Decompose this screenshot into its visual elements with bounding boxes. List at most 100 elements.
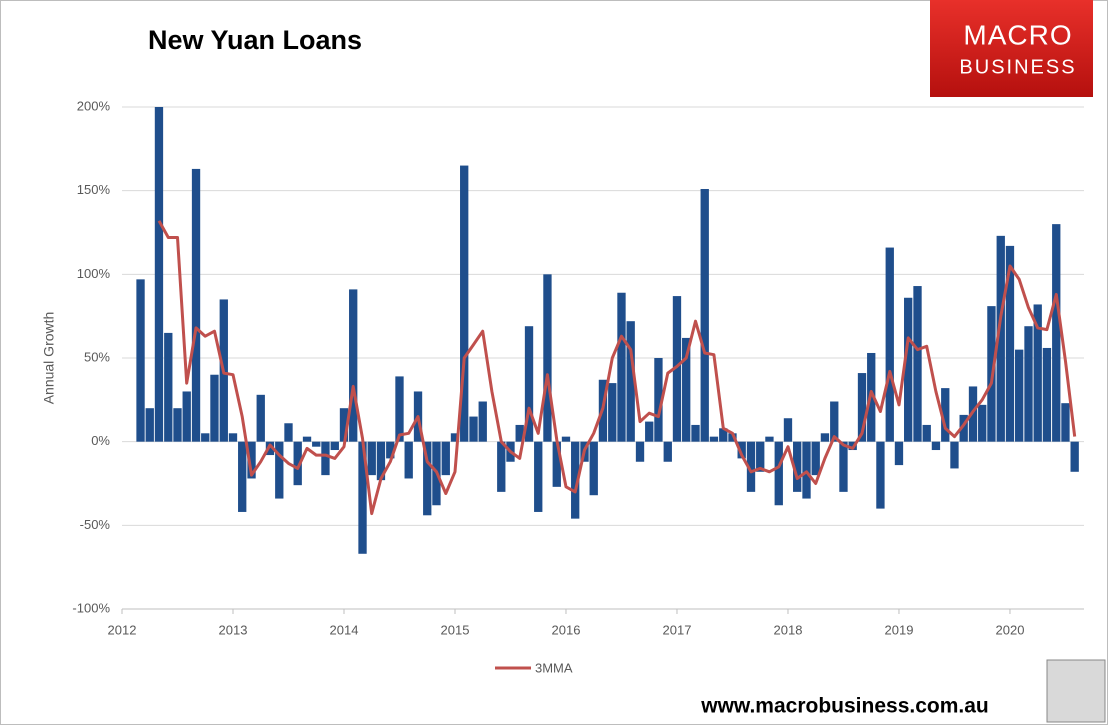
bar [922,424,931,442]
bar [136,279,145,442]
bar [626,321,635,442]
bar [672,296,682,442]
bar [376,441,386,481]
bar [330,441,339,451]
bar [811,441,820,476]
bar [1042,347,1052,442]
bar [700,188,709,442]
bar [339,408,349,442]
bar [876,441,885,509]
bar [469,416,478,442]
bar [321,441,330,476]
bar [210,374,219,442]
bar [978,404,987,442]
bar [589,441,598,496]
bar [728,433,737,442]
source: www.macrobusiness.com.au [700,695,988,718]
bar [423,441,432,516]
bar [682,337,691,442]
bar [904,297,913,442]
logo-text: MACRO [963,19,1072,50]
bar [478,401,487,442]
bar [543,274,552,442]
bar [663,441,672,462]
bar [913,286,922,442]
bar [931,441,941,451]
bar [857,373,867,442]
y-tick-label: 200% [77,98,111,113]
bar [302,436,312,442]
bar [284,423,293,442]
bar [1070,441,1079,472]
bar [765,436,774,442]
bar [830,401,839,442]
x-tick-label: 2012 [108,622,137,637]
y-tick-label: -50% [80,517,111,532]
bar [497,441,506,492]
y-tick-label: 50% [84,349,110,364]
x-tick-label: 2013 [219,622,248,637]
y-axis-label: Annual Growth [41,312,57,405]
bar [395,376,404,442]
plot-area [136,107,1079,554]
bar [450,433,460,442]
bar [737,441,746,459]
bar [820,433,830,442]
bar [386,441,395,459]
bar [173,408,182,442]
bar [201,433,210,442]
bar [515,424,524,442]
bar [182,391,191,442]
bar [164,332,173,442]
bar [191,168,201,442]
bar [524,326,534,442]
bar [1061,403,1070,442]
bar [154,107,164,442]
x-tick-label: 2020 [996,622,1025,637]
bar [885,247,894,442]
x-tick-label: 2018 [774,622,803,637]
bar [358,441,367,554]
bar [996,235,1005,442]
bar [608,383,617,442]
bar [645,421,654,442]
bar [756,441,765,472]
bar [367,441,376,476]
y-tick-label: 0% [91,433,110,448]
logo-image [1046,659,1106,723]
legend-label: 3MMA [535,660,573,675]
x-tick-label: 2016 [552,622,581,637]
bar [1005,245,1015,442]
bar [534,441,543,512]
chart-title: New Yuan Loans [148,25,362,55]
y-tick-label: 100% [77,266,111,281]
x-tick-label: 2017 [663,622,692,637]
bar [312,441,321,447]
bar [950,441,959,469]
bar [460,165,469,442]
bar [802,441,811,499]
bar [247,441,256,479]
bar [793,441,802,492]
y-tick-label: 150% [77,182,111,197]
bar [561,436,571,442]
bar [774,441,783,506]
bar [783,418,793,442]
bar [1015,349,1024,442]
bar [719,428,728,442]
bar [145,408,154,442]
bar [959,414,968,442]
bar [228,433,238,442]
bar [238,441,247,512]
bar [617,292,626,442]
bar [265,441,275,456]
bar [894,441,904,466]
bar [404,441,413,479]
bar [839,441,848,492]
logo [930,0,1093,97]
bar [441,441,450,476]
bar [709,436,719,442]
bar [256,394,265,442]
